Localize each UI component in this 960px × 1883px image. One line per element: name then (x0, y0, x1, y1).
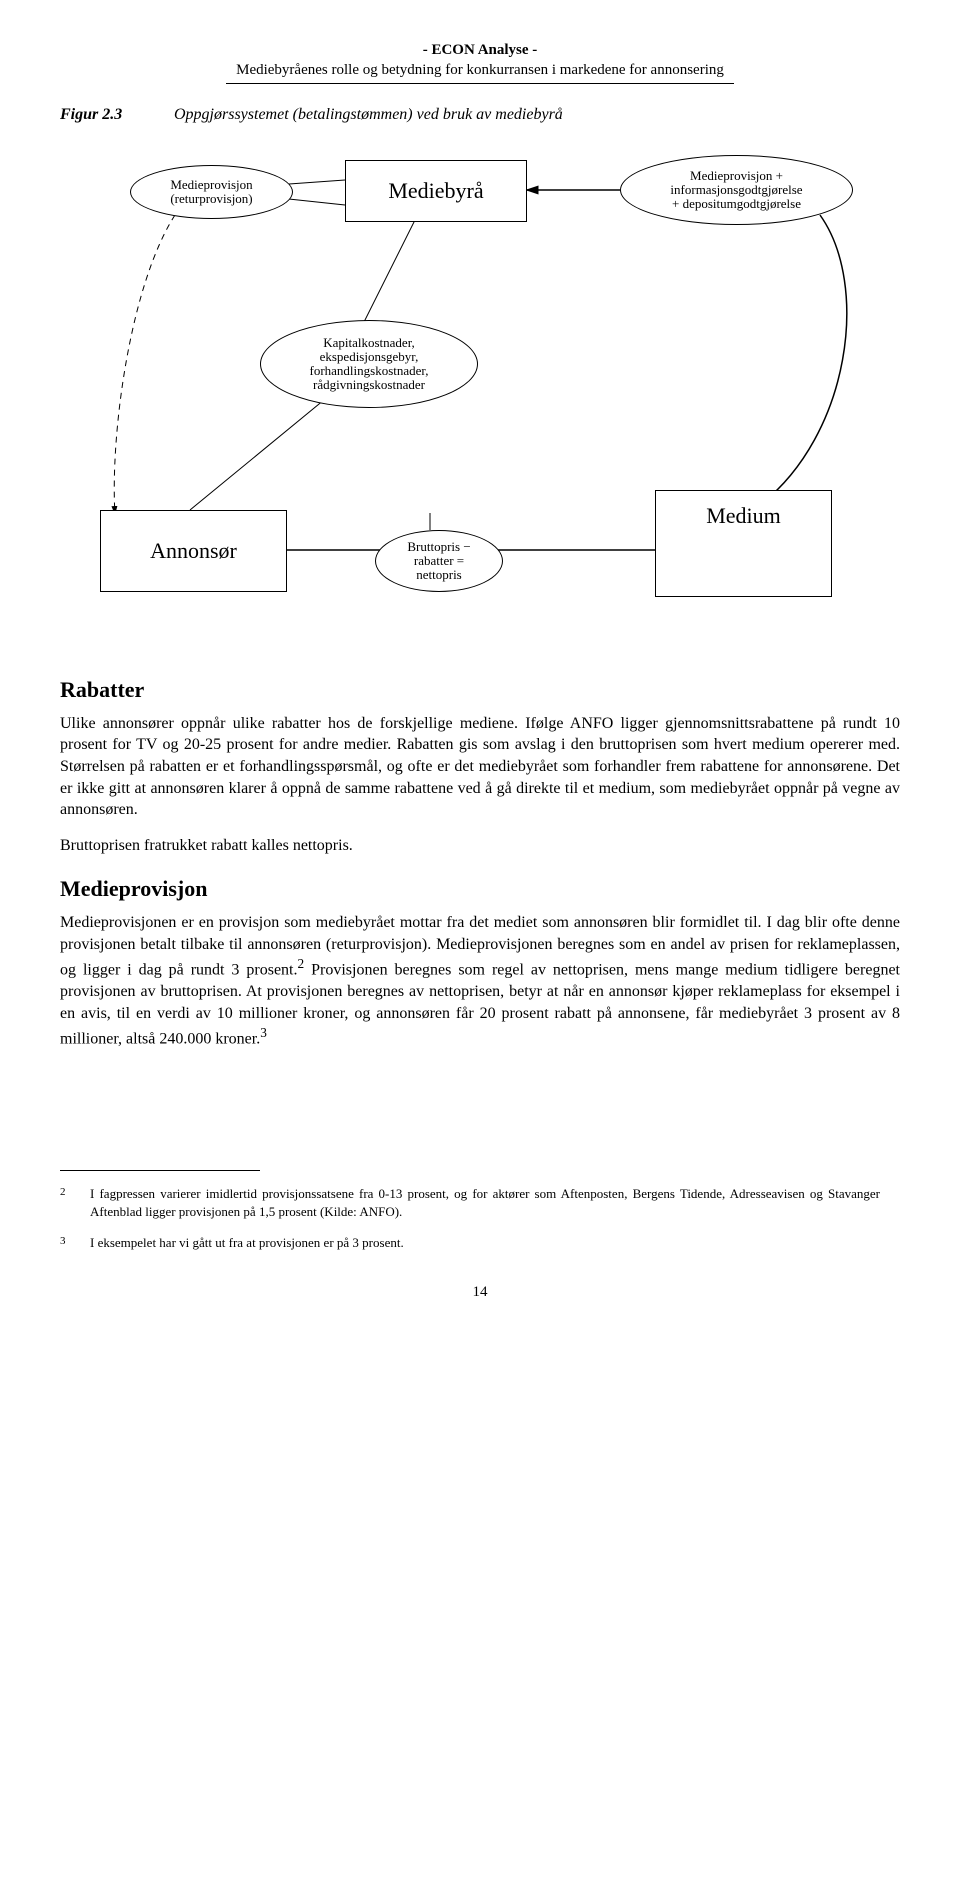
ellipse-kostnader: Kapitalkostnader, ekspedisjonsgebyr, for… (260, 320, 478, 408)
footnote-separator (60, 1170, 260, 1171)
header-line2: Mediebyråenes rolle og betydning for kon… (226, 60, 734, 83)
node-medium-label: Medium (706, 501, 781, 531)
rabatter-paragraph-1: Ulike annonsører oppnår ulike rabatter h… (60, 713, 900, 821)
flow-diagram: Mediebyrå Medieprovisjon (returprovisjon… (60, 135, 880, 655)
section-rabatter-title: Rabatter (60, 675, 900, 705)
figure-caption-text: Oppgjørssystemet (betalingstømmen) ved b… (174, 106, 563, 123)
section-medieprovisjon-title: Medieprovisjon (60, 874, 900, 904)
footnote-2: 2 I fagpressen varierer imidlertid provi… (60, 1185, 880, 1220)
medieprovisjon-paragraph: Medieprovisjonen er en provisjon som med… (60, 912, 900, 1050)
footnote-3-number: 3 (60, 1234, 90, 1252)
footnote-2-number: 2 (60, 1185, 90, 1220)
footnote-3-text: I eksempelet har vi gått ut fra at provi… (90, 1234, 404, 1252)
footnote-ref-3: 3 (260, 1025, 267, 1040)
header-line1: - ECON Analyse - (60, 40, 900, 60)
rabatter-paragraph-2: Bruttoprisen fratrukket rabatt kalles ne… (60, 835, 900, 857)
ellipse-returprovisjon-label: Medieprovisjon (returprovisjon) (170, 178, 252, 207)
ellipse-nettopris-label: Bruttopris − rabatter = nettopris (407, 540, 470, 583)
figure-caption: Figur 2.3 Oppgjørssystemet (betalingstøm… (60, 104, 900, 126)
ellipse-godtgjorelse: Medieprovisjon + informasjonsgodtgjørels… (620, 155, 853, 225)
node-mediebyra: Mediebyrå (345, 160, 527, 222)
page-header: - ECON Analyse - Mediebyråenes rolle og … (60, 40, 900, 84)
ellipse-kostnader-label: Kapitalkostnader, ekspedisjonsgebyr, for… (310, 336, 429, 393)
page-number: 14 (60, 1282, 900, 1302)
ellipse-returprovisjon: Medieprovisjon (returprovisjon) (130, 165, 293, 219)
ellipse-nettopris: Bruttopris − rabatter = nettopris (375, 530, 503, 592)
node-annonsor-label: Annonsør (150, 536, 237, 566)
node-annonsor: Annonsør (100, 510, 287, 592)
node-mediebyra-label: Mediebyrå (388, 176, 483, 206)
node-medium: Medium (655, 490, 832, 597)
figure-label: Figur 2.3 (60, 104, 170, 126)
ellipse-godtgjorelse-label: Medieprovisjon + informasjonsgodtgjørels… (670, 169, 802, 212)
footnote-3: 3 I eksempelet har vi gått ut fra at pro… (60, 1234, 880, 1252)
footnote-2-text: I fagpressen varierer imidlertid provisj… (90, 1185, 880, 1220)
